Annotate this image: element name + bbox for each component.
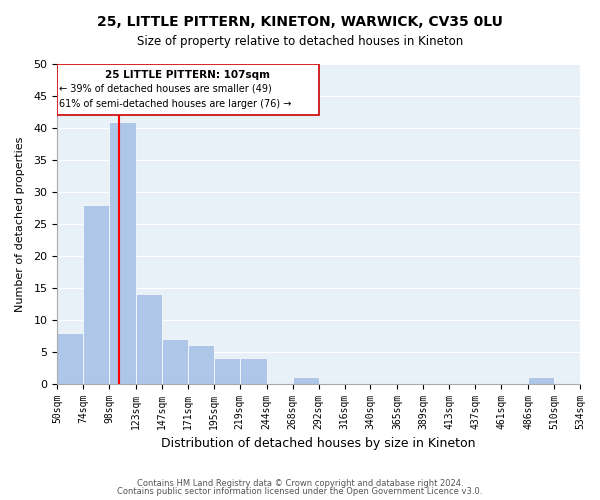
Text: 25 LITTLE PITTERN: 107sqm: 25 LITTLE PITTERN: 107sqm: [106, 70, 271, 81]
Bar: [240, 358, 267, 384]
Text: 25, LITTLE PITTERN, KINETON, WARWICK, CV35 0LU: 25, LITTLE PITTERN, KINETON, WARWICK, CV…: [97, 15, 503, 29]
Text: Contains public sector information licensed under the Open Government Licence v3: Contains public sector information licen…: [118, 487, 482, 496]
X-axis label: Distribution of detached houses by size in Kineton: Distribution of detached houses by size …: [161, 437, 476, 450]
Bar: [57, 332, 83, 384]
Bar: [136, 294, 162, 384]
Text: ← 39% of detached houses are smaller (49): ← 39% of detached houses are smaller (49…: [59, 83, 272, 93]
Bar: [162, 339, 188, 384]
Text: Contains HM Land Registry data © Crown copyright and database right 2024.: Contains HM Land Registry data © Crown c…: [137, 478, 463, 488]
Text: 61% of semi-detached houses are larger (76) →: 61% of semi-detached houses are larger (…: [59, 99, 292, 109]
Bar: [528, 378, 554, 384]
FancyBboxPatch shape: [57, 64, 319, 115]
Bar: [188, 346, 214, 384]
Bar: [293, 378, 319, 384]
Bar: [214, 358, 240, 384]
Text: Size of property relative to detached houses in Kineton: Size of property relative to detached ho…: [137, 35, 463, 48]
Bar: [83, 204, 109, 384]
Y-axis label: Number of detached properties: Number of detached properties: [15, 136, 25, 312]
Bar: [109, 122, 136, 384]
